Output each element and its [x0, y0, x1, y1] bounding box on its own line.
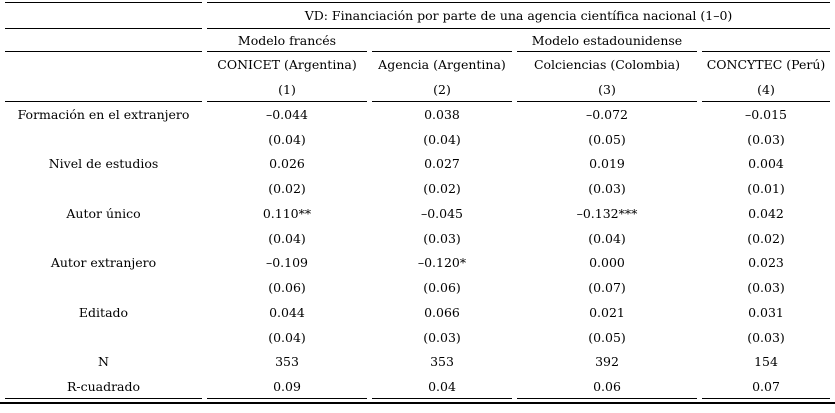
- se-cell: (0.03): [747, 280, 785, 296]
- coefficient-row: Formación en el extranjero –0.044 0.038 …: [5, 102, 830, 127]
- coefficient-cell: –0.045: [420, 205, 464, 221]
- coefficient-cell: –0.072: [585, 106, 629, 122]
- se-cell: (0.06): [423, 280, 461, 296]
- se-row: (0.02) (0.02) (0.03) (0.01): [5, 176, 830, 201]
- coefficient-cell: 0.038: [424, 106, 460, 122]
- se-cell: (0.03): [747, 329, 785, 345]
- column-number-3: (3): [517, 77, 697, 102]
- se-cell: (0.03): [588, 181, 626, 197]
- observations-cell: 392: [595, 354, 619, 370]
- se-cell: (0.03): [423, 230, 461, 246]
- coefficient-row: Nivel de estudios 0.026 0.027 0.019 0.00…: [5, 152, 830, 177]
- spacer-cell: [5, 29, 202, 52]
- r-squared-cell: 0.04: [372, 374, 512, 399]
- observations-cell: 154: [754, 354, 778, 370]
- coefficient-cell: 0.044: [269, 304, 305, 320]
- coefficient-cell: 0.023: [748, 255, 784, 271]
- coefficient-cell: 0.066: [424, 304, 460, 320]
- observations-cell: 353: [275, 354, 299, 370]
- regression-results-table: VD: Financiación por parte de una agenci…: [0, 2, 835, 399]
- observations-cell: 353: [430, 354, 454, 370]
- column-number-2: (2): [372, 77, 512, 102]
- model-group-french-label: Modelo francés: [207, 29, 367, 52]
- coefficient-cell: 0.004: [748, 156, 784, 172]
- variable-label: Autor único: [66, 205, 141, 221]
- summary-label: N: [98, 354, 109, 370]
- model-group-row: Modelo francés Modelo estadounidense: [5, 29, 830, 52]
- se-cell: (0.02): [423, 181, 461, 197]
- r-squared-row: R-cuadrado 0.09 0.04 0.06 0.07: [5, 374, 830, 399]
- se-cell: (0.06): [268, 280, 306, 296]
- column-number-4: (4): [702, 77, 830, 102]
- coefficient-cell: 0.026: [269, 156, 305, 172]
- column-numbers-row: (1) (2) (3) (4): [5, 77, 830, 102]
- r-squared-cell: 0.06: [517, 374, 697, 399]
- se-cell: (0.07): [588, 280, 626, 296]
- se-cell: (0.02): [747, 230, 785, 246]
- spacer-cell: [5, 325, 202, 350]
- variable-label: Editado: [78, 304, 129, 320]
- coefficient-row: Autor extranjero –0.109 –0.120* 0.000 0.…: [5, 251, 830, 276]
- dependent-variable-row: VD: Financiación por parte de una agenci…: [5, 2, 830, 29]
- variable-label: Autor extranjero: [50, 255, 157, 271]
- spacer-cell: [5, 77, 202, 102]
- se-row: (0.04) (0.04) (0.05) (0.03): [5, 127, 830, 152]
- se-cell: (0.03): [423, 329, 461, 345]
- column-header-agencia: Agencia (Argentina): [378, 57, 506, 72]
- se-row: (0.04) (0.03) (0.05) (0.03): [5, 325, 830, 350]
- coefficient-row: Autor único 0.110** –0.045 –0.132*** 0.0…: [5, 201, 830, 226]
- coefficient-cell: 0.031: [748, 304, 784, 320]
- se-cell: (0.04): [268, 131, 306, 147]
- coefficient-cell: 0.000: [589, 255, 625, 271]
- coefficient-cell: –0.015: [744, 106, 788, 122]
- spacer-cell: [5, 127, 202, 152]
- coefficient-cell: 0.042: [748, 205, 784, 221]
- r-squared-cell: 0.09: [207, 374, 367, 399]
- spacer-cell: [5, 52, 202, 77]
- observations-row: N 353 353 392 154: [5, 350, 830, 375]
- coefficient-row: Editado 0.044 0.066 0.021 0.031: [5, 300, 830, 325]
- spacer-cell: [702, 29, 830, 52]
- spacer-cell: [5, 275, 202, 300]
- coefficient-cell: 0.021: [589, 304, 625, 320]
- coefficient-cell: 0.110**: [262, 205, 312, 221]
- spacer-cell: [5, 176, 202, 201]
- se-cell: (0.01): [747, 181, 785, 197]
- se-row: (0.06) (0.06) (0.07) (0.03): [5, 275, 830, 300]
- variable-label: Nivel de estudios: [48, 156, 159, 172]
- coefficient-cell: –0.109: [265, 255, 309, 271]
- regression-table-wrapper: VD: Financiación por parte de una agenci…: [0, 2, 835, 404]
- model-group-us-label: Modelo estadounidense: [517, 29, 697, 52]
- column-header-conicet: CONICET (Argentina): [217, 57, 357, 72]
- column-header-colciencias: Colciencias (Colombia): [533, 57, 681, 72]
- r-squared-cell: 0.07: [702, 374, 830, 399]
- column-header-concytec: CONCYTEC (Perú): [706, 57, 826, 72]
- variable-label: Formación en el extranjero: [17, 106, 190, 122]
- dependent-variable-header: VD: Financiación por parte de una agenci…: [207, 2, 830, 29]
- coefficient-cell: –0.120*: [417, 255, 467, 271]
- se-cell: (0.04): [423, 131, 461, 147]
- spacer-cell: [5, 226, 202, 251]
- se-cell: (0.04): [268, 329, 306, 345]
- coefficient-cell: 0.019: [589, 156, 625, 172]
- se-cell: (0.02): [268, 181, 306, 197]
- summary-label: R-cuadrado: [5, 374, 202, 399]
- se-cell: (0.05): [588, 131, 626, 147]
- stub-cell: [5, 2, 202, 29]
- se-row: (0.04) (0.03) (0.04) (0.02): [5, 226, 830, 251]
- se-cell: (0.03): [747, 131, 785, 147]
- coefficient-cell: –0.044: [265, 106, 309, 122]
- column-number-1: (1): [207, 77, 367, 102]
- se-cell: (0.05): [588, 329, 626, 345]
- se-cell: (0.04): [588, 230, 626, 246]
- spacer-cell: [372, 29, 512, 52]
- coefficient-cell: –0.132***: [576, 205, 638, 221]
- coefficient-cell: 0.027: [424, 156, 460, 172]
- se-cell: (0.04): [268, 230, 306, 246]
- column-names-row: CONICET (Argentina) Agencia (Argentina) …: [5, 52, 830, 77]
